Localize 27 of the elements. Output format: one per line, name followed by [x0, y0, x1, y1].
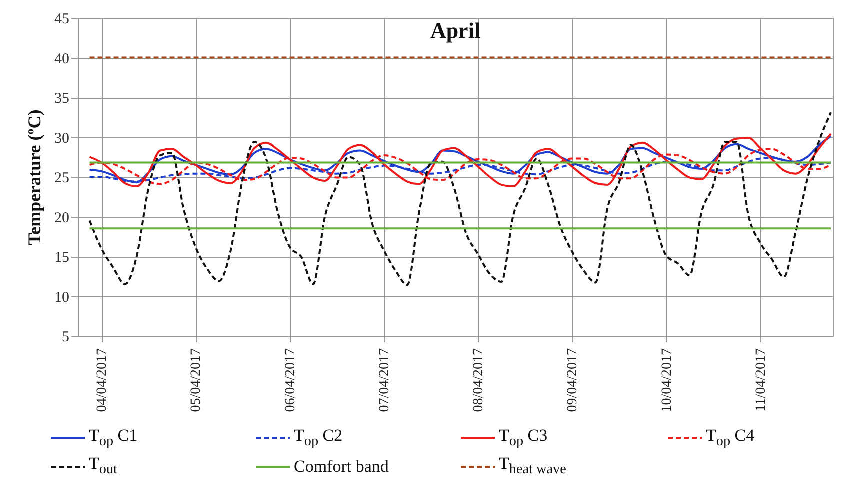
- y-tick-label: 20: [54, 210, 70, 226]
- line-series: [88, 112, 832, 286]
- x-tick-label: 07/04/2017: [377, 348, 392, 412]
- legend-label: T$_{op}$ C3: [499, 426, 548, 450]
- y-tick-label: 40: [54, 51, 70, 68]
- x-tick-label: 08/04/2017: [472, 348, 487, 412]
- y-tick-label: 35: [54, 91, 70, 107]
- y-tick-label: 15: [54, 250, 70, 266]
- legend-label: T$_{heat wave}$: [499, 454, 566, 479]
- chart-title: April: [430, 18, 481, 43]
- x-tick-label: 09/04/2017: [566, 348, 581, 412]
- y-tick-label: 45: [54, 12, 70, 28]
- legend-label: Comfort band: [294, 456, 389, 477]
- y-tick-label: 10: [54, 290, 70, 306]
- x-tick-label: 04/04/2017: [95, 348, 110, 412]
- y-tick-label: 30: [54, 130, 70, 147]
- x-tick-label: 05/04/2017: [189, 348, 204, 412]
- legend-label: T$_{out}$: [89, 454, 118, 479]
- legend-label: T$_{op}$ C4: [706, 426, 755, 450]
- y-axis-title: Temperature (ºC): [24, 110, 44, 246]
- x-tick-label: 10/04/2017: [660, 348, 675, 412]
- y-tick-label: 5: [62, 330, 70, 346]
- x-tick-label: 11/04/2017: [754, 348, 769, 412]
- legend-label: T$_{op}$ C1: [89, 426, 138, 450]
- y-tick-label: 25: [54, 170, 70, 186]
- legend-label: T$_{op}$ C2: [294, 426, 343, 450]
- x-tick-label: 06/04/2017: [283, 348, 298, 412]
